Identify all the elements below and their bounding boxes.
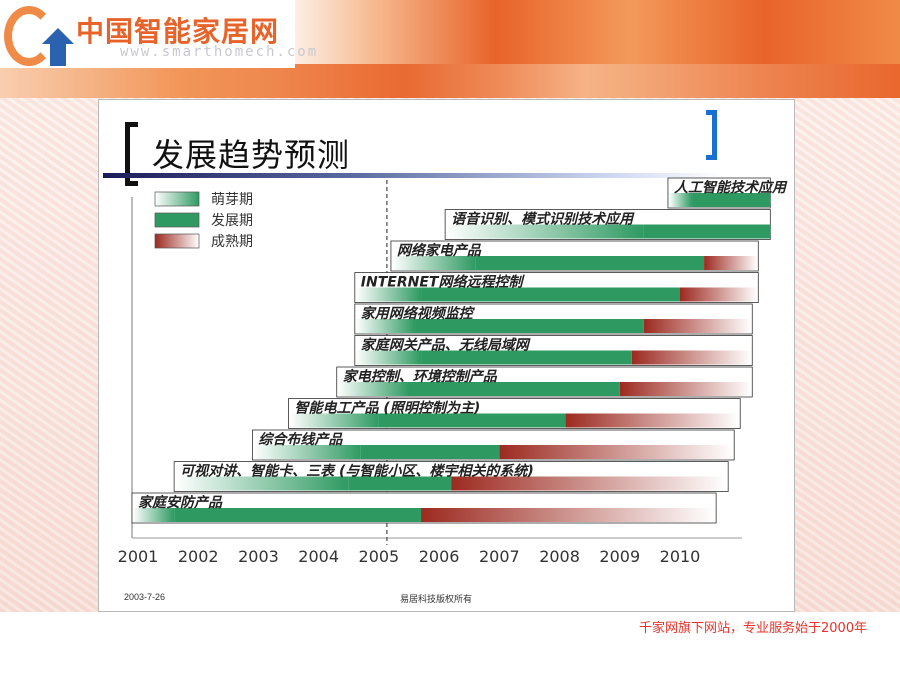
logo-title: 中国智能家居网 — [76, 15, 280, 48]
banner-stripe — [0, 64, 900, 98]
footer-copyright: 易居科技版权所有 — [400, 594, 473, 604]
title-underline — [103, 173, 723, 178]
slide-title: 发展趋势预测 — [152, 136, 351, 174]
house-body-icon — [50, 44, 66, 66]
site-logo[interactable]: 中国智能家居网 www.smarthomech.com — [0, 0, 316, 68]
right-bracket-icon — [706, 110, 717, 160]
site-note[interactable]: 千家网旗下网站，专业服务始于2000年 — [639, 621, 868, 636]
logo-url: www.smarthomech.com — [120, 44, 319, 60]
left-bracket-icon — [125, 122, 138, 186]
background-bottom — [0, 612, 900, 675]
house-icon — [42, 28, 74, 44]
logo-ring-icon — [4, 6, 54, 66]
footer-date: 2003-7-26 — [124, 592, 166, 602]
